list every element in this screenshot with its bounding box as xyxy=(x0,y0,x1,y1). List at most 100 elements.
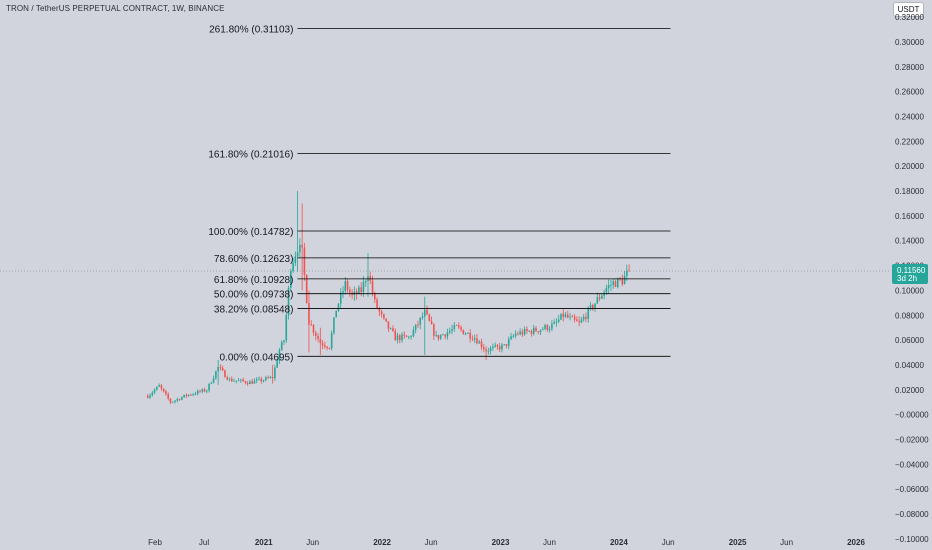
candle-body xyxy=(410,336,412,337)
candle-body xyxy=(378,308,381,312)
candle-body xyxy=(374,293,376,300)
currency-button[interactable]: USDT xyxy=(893,2,924,17)
candle-body xyxy=(308,303,310,325)
x-tick-label: Jun xyxy=(543,538,556,547)
candle-body xyxy=(551,323,553,329)
candle-body xyxy=(451,329,453,331)
candle-body xyxy=(158,385,160,387)
price-axis[interactable]: 0.32000 0.30000 0.28000 0.26000 0.24000 0.220… xyxy=(895,13,929,544)
candle-body xyxy=(535,327,537,332)
candle-body xyxy=(610,285,612,286)
candle-body xyxy=(578,321,580,323)
fib-level-label: 61.80% (0.10928) xyxy=(214,275,294,286)
candle-body xyxy=(492,346,494,348)
candle-body xyxy=(458,325,460,328)
candle-body xyxy=(439,334,442,339)
candle-body xyxy=(312,324,315,333)
candle-body xyxy=(392,328,394,332)
candle-body xyxy=(594,303,596,309)
candle-body xyxy=(364,281,367,282)
candle-body xyxy=(467,332,469,334)
fib-level-label: 0.00% (0.04695) xyxy=(219,352,293,363)
candle-body xyxy=(591,305,594,309)
time-axis[interactable]: Feb Jul 2021 Jun 2022 Jun 2023 Jun 2024 Jun 2025 Ju… xyxy=(148,538,865,547)
candle-body xyxy=(326,346,328,348)
current-price-label: 0.11560 3d 2h xyxy=(892,264,928,285)
candle-body xyxy=(503,344,506,345)
y-tick-label: 0.06000 xyxy=(895,336,924,345)
candles-layer xyxy=(146,191,630,405)
candle-body xyxy=(444,334,446,337)
price-tag-background xyxy=(892,264,928,285)
candle-body xyxy=(521,331,524,335)
candle-body xyxy=(349,289,351,293)
x-tick-label: 2021 xyxy=(255,538,273,547)
candle-body xyxy=(460,327,462,330)
candle-body xyxy=(210,382,213,384)
candle-body xyxy=(478,341,481,344)
candle-body xyxy=(389,328,392,329)
candle-body xyxy=(498,346,501,350)
fib-level-label: 100.00% (0.14782) xyxy=(208,227,293,238)
candle-body xyxy=(215,371,217,379)
candle-body xyxy=(383,314,385,319)
candle-body xyxy=(292,262,294,271)
y-tick-label: 0.20000 xyxy=(895,162,924,171)
candle-body xyxy=(517,333,519,335)
y-tick-label: 0.16000 xyxy=(895,212,924,221)
y-tick-label: −0.06000 xyxy=(895,485,929,494)
candle-body xyxy=(607,285,610,288)
price-tag-countdown: 3d 2h xyxy=(897,274,917,283)
candle-body xyxy=(253,380,256,384)
candle-body xyxy=(532,327,535,334)
candle-body xyxy=(240,379,242,381)
candle-body xyxy=(290,270,292,288)
candle-body xyxy=(519,331,521,335)
chart-title: TRON / TetherUS PERPETUAL CONTRACT, 1W, … xyxy=(6,4,225,13)
x-tick-label: 2023 xyxy=(492,538,510,547)
candle-body xyxy=(296,252,299,257)
candle-body xyxy=(408,336,410,338)
candle-body xyxy=(428,314,431,321)
candle-body xyxy=(553,322,555,324)
candle-body xyxy=(589,305,592,308)
candle-body xyxy=(151,392,154,396)
candle-body xyxy=(612,281,615,286)
candle-body xyxy=(217,366,219,372)
candle-body xyxy=(176,399,179,401)
y-tick-label: −0.00000 xyxy=(895,411,929,420)
candle-body xyxy=(605,287,608,293)
candle-body xyxy=(274,367,276,379)
candle-body xyxy=(194,393,197,395)
candle-body xyxy=(294,256,297,263)
y-tick-label: 0.02000 xyxy=(895,386,924,395)
candle-body xyxy=(546,325,549,330)
candle-body xyxy=(226,377,229,380)
y-tick-label: 0.24000 xyxy=(895,113,924,122)
candle-body xyxy=(205,390,208,392)
candle-body xyxy=(246,382,249,385)
candle-body xyxy=(344,281,347,292)
y-tick-label: 0.10000 xyxy=(895,286,924,295)
fibonacci-levels[interactable]: 261.80% (0.31103) 161.80% (0.21016) 100.00… xyxy=(208,24,671,363)
candle-body xyxy=(628,270,630,272)
candle-body xyxy=(171,401,174,403)
candle-body xyxy=(573,316,576,320)
candle-body xyxy=(405,335,408,337)
candle-body xyxy=(569,316,571,318)
candle-body xyxy=(555,321,558,323)
candle-body xyxy=(287,287,290,316)
candle-body xyxy=(426,309,428,315)
candle-body xyxy=(419,317,422,325)
candle-body xyxy=(267,377,269,379)
y-tick-label: 0.22000 xyxy=(895,137,924,146)
candle-body xyxy=(489,347,492,352)
candle-body xyxy=(305,274,308,304)
candle-body xyxy=(576,319,578,322)
price-tag-value: 0.11560 xyxy=(897,266,926,275)
candle-body xyxy=(233,380,235,382)
candle-body xyxy=(487,351,490,352)
x-tick-label: Feb xyxy=(148,538,162,547)
candle-body xyxy=(448,330,451,333)
